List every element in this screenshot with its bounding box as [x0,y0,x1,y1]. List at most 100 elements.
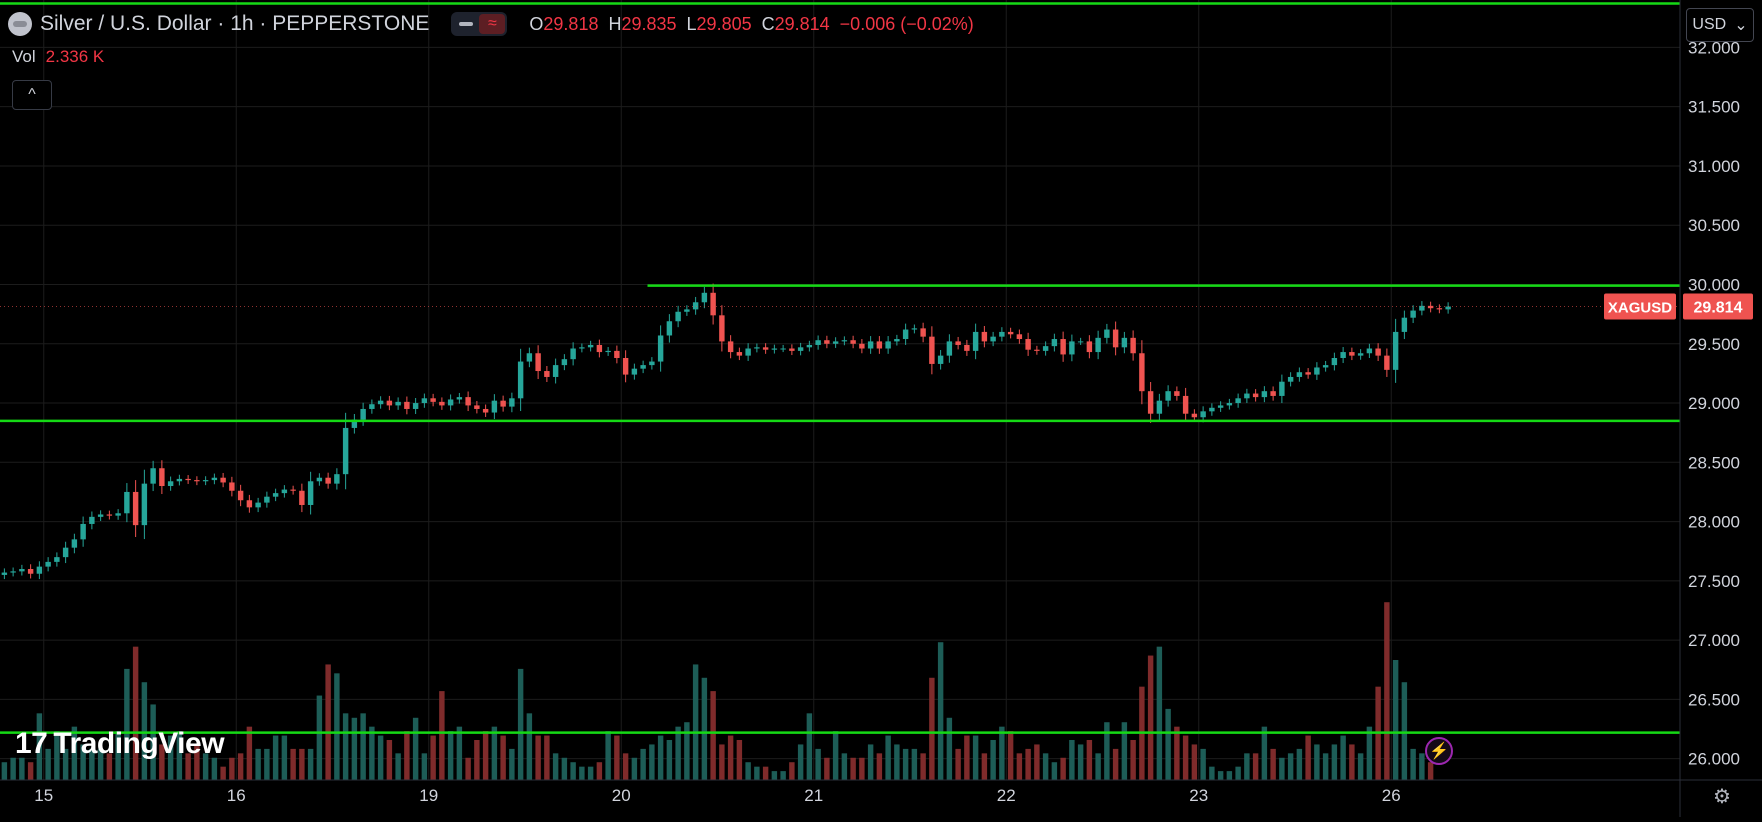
candle-body[interactable] [1112,329,1119,348]
candle-body[interactable] [1349,352,1355,356]
candle-body[interactable] [185,478,191,481]
candle-body[interactable] [841,340,848,342]
candle-body[interactable] [1427,305,1434,309]
candle-body[interactable] [859,343,865,349]
candle-body[interactable] [797,347,804,351]
candle-body[interactable] [1340,352,1346,358]
candle-body[interactable] [369,404,375,409]
candle-body[interactable] [570,348,576,360]
candle-body[interactable] [10,571,16,573]
candle-body[interactable] [141,483,148,526]
candle-body[interactable] [1086,341,1093,353]
candle-body[interactable] [675,311,681,322]
candle-body[interactable] [509,398,515,407]
candle-body[interactable] [771,348,778,350]
candle-body[interactable] [1217,405,1224,408]
candle-body[interactable] [911,328,918,330]
symbol-tag[interactable] [1604,293,1676,320]
candle-body[interactable] [89,516,95,524]
candle-body[interactable] [1270,391,1276,396]
candle-body[interactable] [430,398,436,402]
tradingview-logo[interactable]: 17 TradingView [15,727,225,761]
candle-body[interactable] [1261,391,1268,398]
candle-body[interactable] [964,344,970,351]
volume-legend[interactable]: Vol 2.336 K [12,47,104,67]
candle-body[interactable] [981,331,988,342]
candle-body[interactable] [684,309,690,312]
candle-body[interactable] [132,491,139,526]
candle-body[interactable] [1305,372,1311,375]
candle-body[interactable] [202,480,209,482]
symbol-title[interactable]: Silver / U.S. Dollar · 1h · PEPPERSTONE [40,12,430,35]
candle-body[interactable] [1252,393,1259,398]
candle-body[interactable] [281,489,288,494]
candle-body[interactable] [999,331,1005,337]
candle-body[interactable] [1419,305,1425,311]
candle-body[interactable] [972,331,979,351]
candle-body[interactable] [587,344,594,348]
candle-body[interactable] [1366,348,1373,354]
candle-body[interactable] [19,568,25,572]
candle-body[interactable] [220,477,226,483]
candle-body[interactable] [211,477,218,481]
candle-body[interactable] [1357,353,1364,356]
candle-body[interactable] [1375,348,1381,356]
symbol-legend[interactable]: Silver / U.S. Dollar · 1h · PEPPERSTONE … [8,8,974,40]
candle-body[interactable] [97,514,104,517]
candle-body[interactable] [780,348,786,350]
collapse-legend-button[interactable]: ^ [12,80,52,110]
candle-body[interactable] [754,347,760,349]
candle-body[interactable] [334,474,340,484]
candle-body[interactable] [395,401,401,406]
candle-body[interactable] [474,405,480,409]
candle-body[interactable] [1436,308,1443,310]
candle-body[interactable] [552,365,559,377]
candle-body[interactable] [1401,317,1408,332]
candle-body[interactable] [150,468,156,484]
candle-body[interactable] [824,340,830,344]
candle-body[interactable] [1156,400,1163,414]
candle-body[interactable] [990,336,996,342]
candle-body[interactable] [692,302,699,310]
candle-body[interactable] [1331,357,1338,366]
candle-body[interactable] [1235,398,1241,404]
candle-body[interactable] [605,350,611,353]
candle-body[interactable] [290,489,296,491]
candle-body[interactable] [596,344,603,353]
candle-body[interactable] [237,490,244,501]
candle-body[interactable] [80,523,86,540]
settings-gear-icon[interactable]: ⚙ [1713,785,1731,808]
candle-body[interactable] [412,403,419,409]
candle-body[interactable] [1025,339,1031,350]
candle-body[interactable] [325,477,331,484]
candle-body[interactable] [246,500,253,508]
candle-body[interactable] [666,321,673,336]
candle-body[interactable] [307,481,314,505]
candle-body[interactable] [54,557,60,562]
candle-body[interactable] [299,490,305,505]
candle-body[interactable] [124,491,130,514]
candle-body[interactable] [1392,331,1399,370]
candle-body[interactable] [937,355,944,364]
candle-body[interactable] [1139,353,1145,392]
candle-body[interactable] [710,292,716,316]
candle-body[interactable] [736,352,743,356]
candle-body[interactable] [447,399,454,406]
candle-body[interactable] [1410,310,1416,318]
candle-body[interactable] [631,368,638,375]
candle-body[interactable] [229,482,235,491]
candle-body[interactable] [1182,395,1189,414]
candle-body[interactable] [421,398,428,404]
candle-body[interactable] [1209,407,1215,412]
candle-body[interactable] [1165,391,1171,401]
candle-body[interactable] [1384,355,1390,370]
candle-body[interactable] [1051,339,1058,347]
candle-body[interactable] [1034,349,1040,351]
candle-body[interactable] [62,547,69,558]
candle-body[interactable] [614,350,620,358]
wave-toggle-icon[interactable]: ≈ [479,14,506,34]
candle-body[interactable] [1069,341,1075,355]
candle-body[interactable] [27,568,34,574]
